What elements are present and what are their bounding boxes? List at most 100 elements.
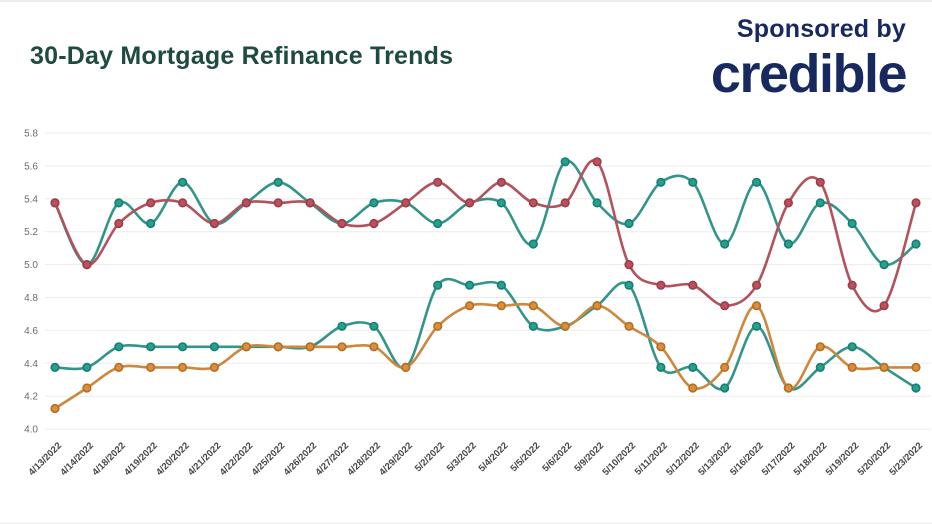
series-red-rate <box>50 157 921 313</box>
data-point <box>656 342 666 352</box>
page-title: 30-Day Mortgage Refinance Trends <box>30 42 454 70</box>
data-point <box>178 177 188 187</box>
data-point <box>720 239 730 249</box>
data-point <box>560 157 570 167</box>
credible-logo: credible <box>710 43 908 104</box>
x-tick-label: 5/12/2022 <box>664 440 702 478</box>
x-tick-label: 4/13/2022 <box>26 440 64 478</box>
data-point <box>656 280 666 290</box>
data-point <box>209 218 219 229</box>
data-point <box>337 321 347 331</box>
data-point <box>879 260 889 270</box>
data-point <box>50 362 60 373</box>
data-point <box>114 342 124 352</box>
x-tick-label: 4/19/2022 <box>122 440 160 478</box>
data-point <box>305 342 315 352</box>
x-tick-label: 5/16/2022 <box>728 440 766 478</box>
x-tick-label: 5/18/2022 <box>792 440 830 478</box>
x-tick-label: 4/22/2022 <box>218 440 256 478</box>
data-point <box>815 198 825 208</box>
x-tick-label: 4/27/2022 <box>313 440 351 478</box>
data-point <box>656 177 666 187</box>
data-point <box>688 280 698 290</box>
y-tick-label: 4.6 <box>24 326 38 337</box>
data-point <box>178 342 188 352</box>
data-point <box>369 218 379 229</box>
data-point <box>911 239 921 249</box>
data-point <box>146 362 156 373</box>
data-point <box>592 301 602 311</box>
x-tick-label: 4/14/2022 <box>58 440 96 478</box>
x-tick-label: 5/5/2022 <box>508 440 542 474</box>
sponsor-block: Sponsored by credible <box>710 15 908 104</box>
data-point <box>560 198 570 208</box>
series-line <box>53 277 918 391</box>
data-point <box>241 342 251 352</box>
x-tick-label: 5/19/2022 <box>824 440 862 478</box>
data-point <box>401 362 411 373</box>
data-point <box>305 198 315 208</box>
data-point <box>688 362 698 373</box>
x-tick-label: 5/2/2022 <box>413 440 447 474</box>
data-point <box>401 198 411 208</box>
y-tick-label: 5.6 <box>24 161 38 172</box>
data-point <box>751 280 762 290</box>
data-point <box>369 198 379 208</box>
data-point <box>911 383 921 393</box>
data-point <box>656 362 666 373</box>
y-tick-label: 5.8 <box>24 129 38 140</box>
x-tick-label: 5/10/2022 <box>600 440 638 478</box>
data-point <box>50 403 60 414</box>
data-point <box>209 342 219 352</box>
data-point <box>751 301 762 311</box>
screenshot-bottom-edge <box>0 522 932 524</box>
data-point <box>114 198 124 208</box>
data-point <box>496 198 507 208</box>
data-point <box>847 342 857 352</box>
data-point <box>847 362 857 373</box>
x-tick-label: 4/26/2022 <box>282 440 320 478</box>
x-tick-label: 4/28/2022 <box>345 440 383 478</box>
series-teal-lower-rate <box>50 277 921 393</box>
y-tick-label: 4.4 <box>24 359 38 370</box>
data-point <box>273 198 283 208</box>
data-point <box>624 280 634 290</box>
data-point <box>433 177 443 187</box>
y-tick-label: 5.4 <box>24 194 38 205</box>
data-point <box>369 321 379 331</box>
data-point <box>433 280 443 290</box>
data-point <box>751 177 762 187</box>
header: 30-Day Mortgage Refinance Trends Sponsor… <box>0 0 932 120</box>
x-tick-label: 4/21/2022 <box>186 440 224 478</box>
data-point <box>50 198 60 208</box>
data-point <box>624 321 634 331</box>
data-point <box>911 198 921 208</box>
series-line <box>53 302 918 410</box>
data-point <box>879 362 889 373</box>
data-point <box>783 198 794 208</box>
screenshot-top-edge <box>0 0 932 2</box>
data-point <box>465 198 475 208</box>
x-tick-label: 5/13/2022 <box>696 440 734 478</box>
data-point <box>433 218 443 229</box>
data-point <box>560 321 570 331</box>
x-axis-labels: 4/13/20224/14/20224/18/20224/19/20224/20… <box>26 440 925 478</box>
x-tick-label: 5/20/2022 <box>856 440 894 478</box>
data-point <box>528 321 538 331</box>
data-point <box>82 383 92 393</box>
y-axis-labels: 5.8 5.6 5.4 5.2 5.0 4.8 4.6 4.4 4.2 4.0 <box>24 129 38 436</box>
data-point <box>337 342 347 352</box>
data-point <box>751 321 762 331</box>
x-tick-label: 4/20/2022 <box>154 440 192 478</box>
y-tick-label: 4.8 <box>24 293 38 304</box>
data-point <box>178 362 188 373</box>
data-point <box>528 198 538 208</box>
x-tick-label: 4/18/2022 <box>90 440 128 478</box>
data-point <box>209 362 219 373</box>
data-point <box>911 362 921 373</box>
data-point <box>528 301 538 311</box>
data-point <box>879 301 889 311</box>
data-point <box>783 383 794 393</box>
series-orange-rate <box>50 301 921 414</box>
data-point <box>369 342 379 352</box>
